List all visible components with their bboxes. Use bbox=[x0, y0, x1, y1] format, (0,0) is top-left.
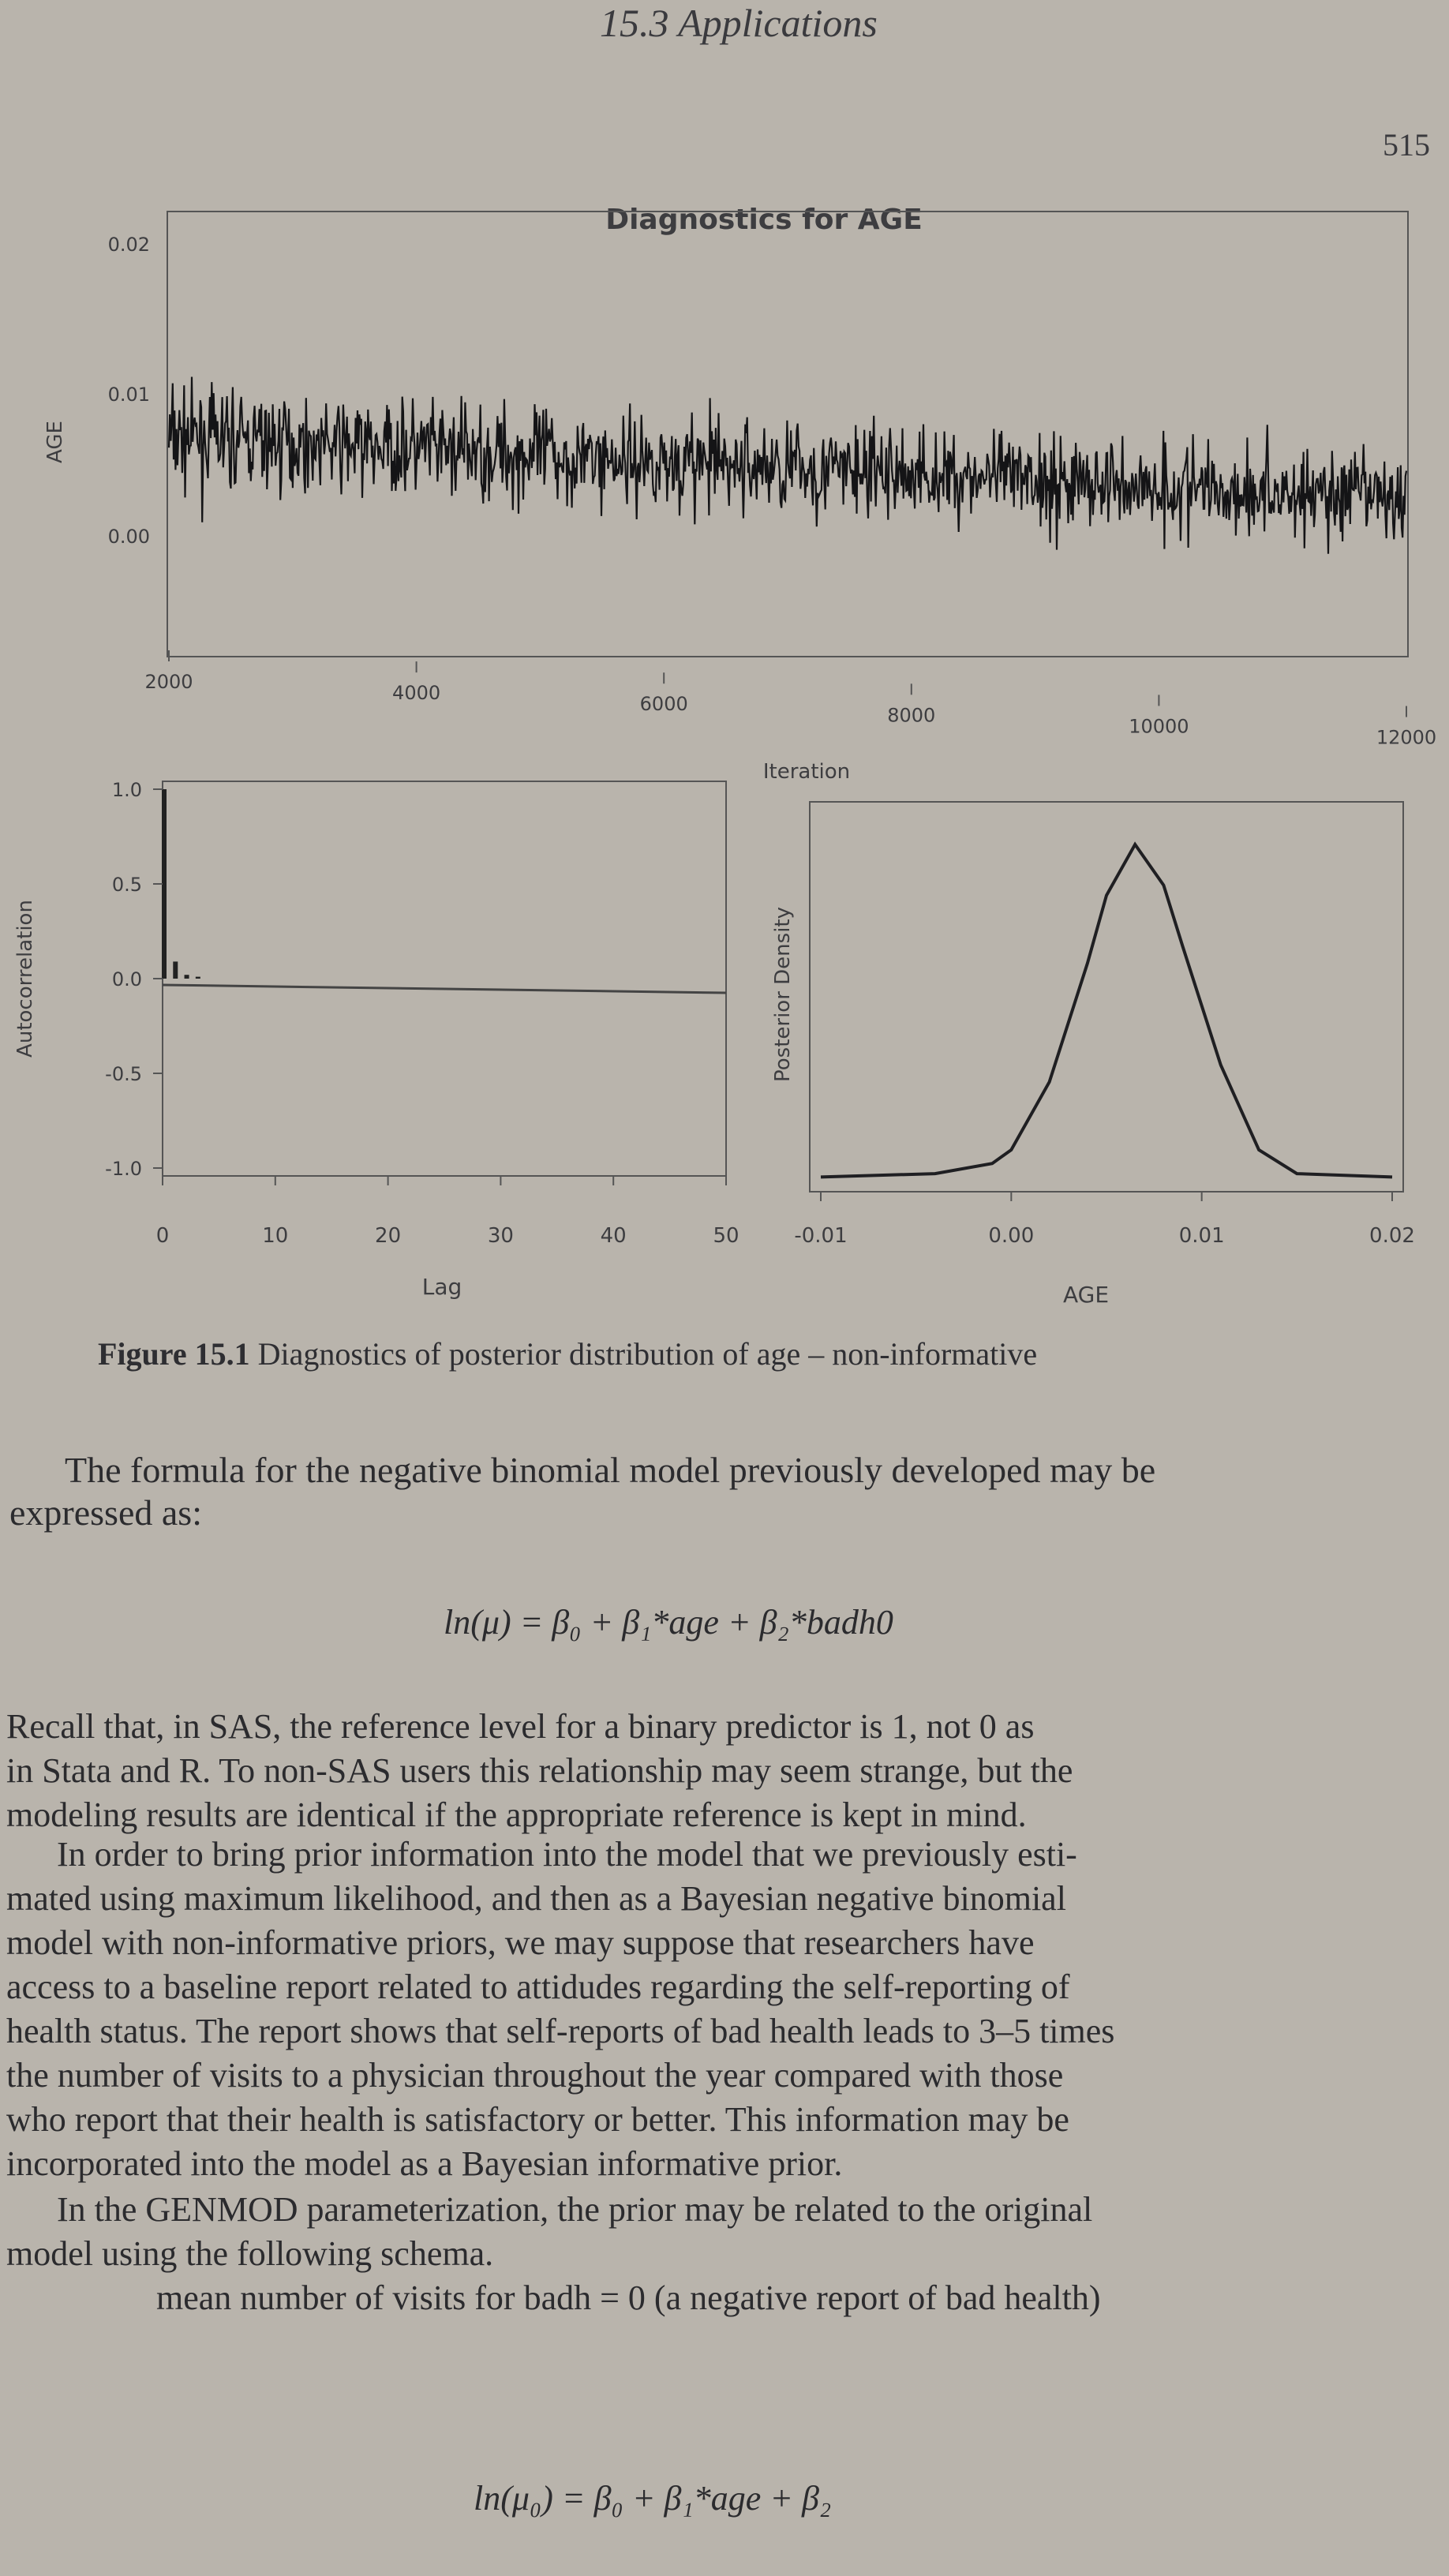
autocorrelation-xtick-label: 40 bbox=[601, 1224, 627, 1248]
trace-ytick-000: 0.00 bbox=[108, 526, 150, 548]
paragraph-2-line: Recall that, in SAS, the reference level… bbox=[6, 1707, 1035, 1746]
paragraph-3-line: the number of visits to a physician thro… bbox=[6, 2056, 1064, 2095]
trace-xticks: 2000 4000 6000 8000 10000 12000 bbox=[144, 650, 1436, 749]
equation-2: ln(μ₀) = β₀ + β₁*age + β₂ bbox=[474, 2479, 832, 2518]
trace-ytick-002: 0.02 bbox=[108, 234, 150, 256]
figure-caption: Figure 15.1 Diagnostics of posterior dis… bbox=[98, 1335, 1037, 1372]
density-ylabel: Posterior Density bbox=[771, 907, 795, 1082]
autocorrelation-xtick-label: 10 bbox=[262, 1224, 288, 1248]
trace-xtick-label: 8000 bbox=[887, 704, 935, 726]
paragraph-3-line: mated using maximum likelihood, and then… bbox=[6, 1879, 1066, 1918]
autocorrelation-yticks: 1.0 0.5 0.0 -0.5 -1.0 bbox=[105, 779, 163, 1180]
equation-1: ln(μ) = β₀ + β₁*age + β₂*badh0 bbox=[444, 1603, 893, 1642]
density-xtick-label: 0.02 bbox=[1369, 1224, 1415, 1248]
density-xlabel: AGE bbox=[1063, 1282, 1109, 1308]
paragraph-1-line: The formula for the negative binomial mo… bbox=[65, 1450, 1156, 1490]
trace-xtick-label: 12000 bbox=[1376, 727, 1436, 749]
paragraph-3-line: who report that their health is satisfac… bbox=[6, 2100, 1069, 2139]
autocorrelation-bars bbox=[162, 789, 200, 979]
autocorrelation-xlabel: Lag bbox=[422, 1274, 462, 1300]
posterior-density-plot-frame bbox=[809, 801, 1404, 1193]
autocorrelation-xtick-label: 30 bbox=[488, 1224, 514, 1248]
trace-xlabel: Iteration bbox=[763, 760, 850, 784]
autocorrelation-xtick-label: 20 bbox=[375, 1224, 401, 1248]
density-xtick-label: 0.01 bbox=[1179, 1224, 1225, 1248]
paragraph-4-line: model using the following schema. bbox=[6, 2234, 494, 2273]
trace-ytick-001: 0.01 bbox=[108, 384, 150, 406]
autocorrelation-plot-frame bbox=[162, 781, 727, 1177]
trace-ylabel: AGE bbox=[43, 421, 67, 463]
trace-plot-frame bbox=[167, 211, 1409, 657]
density-xtick-label: -0.01 bbox=[794, 1224, 847, 1248]
posterior-density-plot: Posterior Density -0.01 0.00 0.01 0.02 AGE bbox=[771, 801, 1415, 1308]
running-head: 15.3 Applications bbox=[600, 1, 878, 45]
paragraph-3-line: In order to bring prior information into… bbox=[57, 1835, 1077, 1874]
posterior-density-curve bbox=[820, 841, 1393, 1179]
paragraph-1: The formula for the negative binomial mo… bbox=[9, 1449, 1156, 1534]
autocorrelation-plot: Autocorrelation 1.0 0.5 0.0 -0.5 -1.0 0 10 20 3… bbox=[13, 779, 739, 1300]
autocorrelation-ylabel: Autocorrelation bbox=[13, 900, 37, 1058]
paragraph-3-line: health status. The report shows that sel… bbox=[6, 2012, 1115, 2050]
paragraph-1-line: expressed as: bbox=[9, 1492, 202, 1533]
paragraph-2: Recall that, in SAS, the reference level… bbox=[6, 1705, 1073, 1837]
paragraph-4-line: In the GENMOD parameterization, the prio… bbox=[57, 2190, 1093, 2229]
autocorrelation-zero-line bbox=[162, 983, 727, 994]
trace-line bbox=[167, 376, 1408, 554]
autocorrelation-ytick-label: 1.0 bbox=[112, 779, 142, 801]
trace-series bbox=[167, 376, 1408, 554]
trace-xtick-label: 2000 bbox=[144, 671, 193, 693]
density-xticks: -0.01 0.00 0.01 0.02 bbox=[794, 1192, 1415, 1248]
figure-caption-label: Figure 15.1 bbox=[98, 1336, 250, 1372]
trace-plot: AGE 0.00 0.01 0.02 2000 4000 6000 8000 10000… bbox=[43, 211, 1436, 784]
paragraph-2-line: modeling results are identical if the ap… bbox=[6, 1795, 1027, 1834]
trace-xtick-label: 6000 bbox=[640, 693, 688, 715]
autocorrelation-ytick-label: 0.0 bbox=[112, 968, 142, 990]
diagnostics-figure: Diagnostics for AGE AGE 0.00 0.01 0.02 2… bbox=[13, 204, 1436, 1308]
paragraph-3-line: access to a baseline report related to a… bbox=[6, 1968, 1070, 2006]
page-number: 515 bbox=[1383, 127, 1430, 163]
density-xtick-label: 0.00 bbox=[988, 1224, 1034, 1248]
paragraph-3-line: incorporated into the model as a Bayesia… bbox=[6, 2144, 843, 2183]
paragraph-3: In order to bring prior information into… bbox=[6, 1833, 1114, 2186]
paragraph-2-line: in Stata and R. To non-SAS users this re… bbox=[6, 1751, 1073, 1790]
autocorrelation-ytick-label: -0.5 bbox=[105, 1063, 142, 1085]
trace-xtick-label: 4000 bbox=[392, 682, 440, 704]
trace-xtick-label: 10000 bbox=[1129, 715, 1189, 737]
figure-title: Diagnostics for AGE bbox=[605, 204, 923, 236]
autocorrelation-xtick-label: 50 bbox=[713, 1224, 739, 1248]
paragraph-4: In the GENMOD parameterization, the prio… bbox=[6, 2188, 1101, 2320]
autocorrelation-ytick-label: -1.0 bbox=[105, 1158, 142, 1180]
figure-caption-text: Diagnostics of posterior distribution of… bbox=[249, 1336, 1038, 1372]
autocorrelation-ytick-label: 0.5 bbox=[112, 874, 142, 896]
paragraph-4-line: mean number of visits for badh = 0 (a ne… bbox=[156, 2278, 1101, 2317]
autocorrelation-xtick-label: 0 bbox=[156, 1224, 170, 1248]
autocorrelation-xticks: 0 10 20 30 40 50 bbox=[156, 1176, 739, 1248]
paragraph-3-line: model with non-informative priors, we ma… bbox=[6, 1923, 1035, 1962]
